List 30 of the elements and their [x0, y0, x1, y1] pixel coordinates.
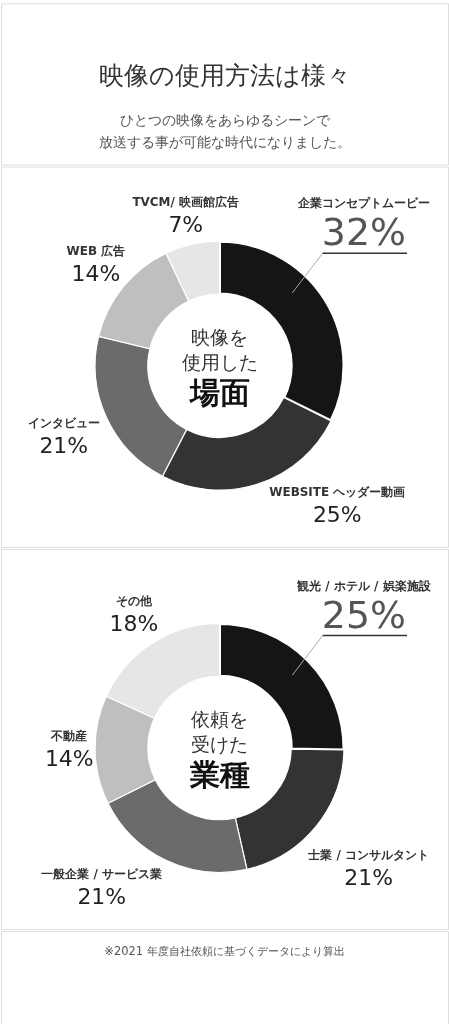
data-label: 7% [168, 212, 204, 238]
slice-label: WEBSITE ヘッダー動画 [269, 485, 406, 500]
data-label: 21% [344, 865, 393, 891]
text: 場面 [187, 374, 250, 410]
text: 放送する事が可能な時代になりました。 [98, 133, 351, 150]
text: 依頼を [191, 708, 249, 731]
slice-label: 一般企業 / サービス業 [41, 867, 163, 882]
data-label: 32% [321, 210, 406, 255]
text: ひとつの映像をあらゆるシーンで [119, 111, 331, 128]
data-label: 25% [321, 592, 406, 637]
text: 業種 [188, 756, 250, 792]
text: 受けた [191, 732, 249, 755]
text: ※2021 年度自社依頼に基づくデータにより算出 [104, 944, 345, 959]
data-label: 21% [39, 432, 89, 458]
data-label: 18% [109, 610, 159, 636]
text: 使用した [181, 350, 258, 373]
slice-label: 不動産 [50, 729, 88, 744]
data-label: 14% [71, 261, 121, 287]
slice-label: 士業 / コンサルタント [307, 848, 429, 863]
slice-label: 企業コンセプトムービー [296, 196, 430, 211]
data-label: 25% [312, 501, 362, 527]
slice-label: その他 [115, 593, 153, 608]
slice-label: WEB 広告 [66, 244, 126, 259]
slice-label: 観光 / ホテル / 娯楽施設 [296, 578, 432, 593]
data-label: 14% [44, 746, 94, 772]
text: 映像の使用方法は様々 [98, 60, 351, 90]
slice-label: TVCM/ 映画館広告 [132, 195, 240, 210]
text: 映像を [191, 325, 249, 348]
data-label: 21% [77, 884, 127, 910]
slice-label: インタビュー [27, 415, 100, 430]
